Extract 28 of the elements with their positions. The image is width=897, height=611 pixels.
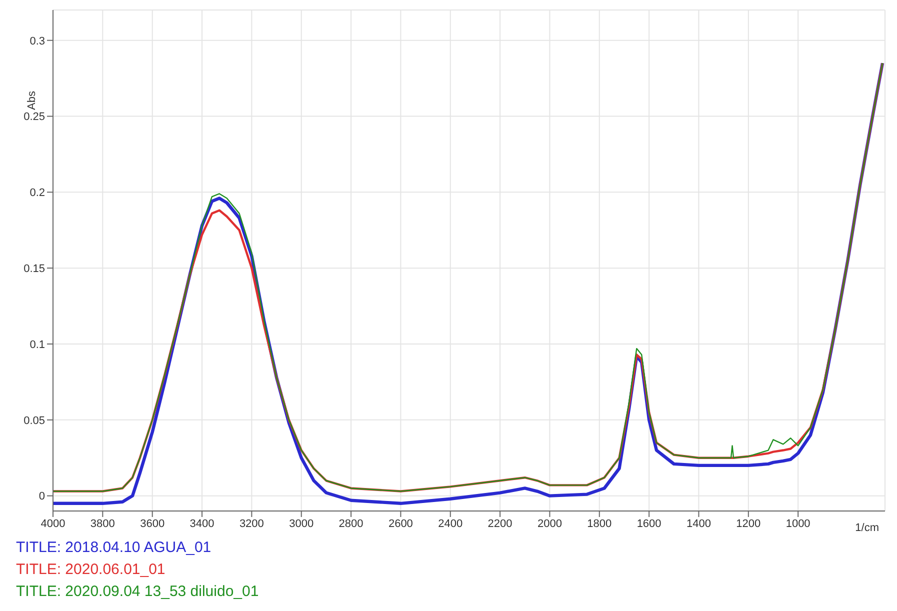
x-axis-title: 1/cm <box>855 522 879 534</box>
x-tick-label: 2000 <box>537 518 562 530</box>
x-tick-label: 1400 <box>686 518 711 530</box>
x-tick-label: 3600 <box>140 518 165 530</box>
y-tick-label: 0.25 <box>24 111 45 124</box>
text: TITLE: 2020.09.04 13_53 diluido_01 <box>16 582 260 602</box>
x-tick-label: 2400 <box>438 518 463 530</box>
x-tick-label: 1200 <box>736 518 761 530</box>
x-tick-label: 2200 <box>488 518 512 530</box>
y-axis-title: Abs <box>26 90 38 110</box>
y-tick-label: 0.15 <box>24 262 45 275</box>
x-tick-label: 2600 <box>388 518 413 530</box>
x-tick-label: 3000 <box>289 518 314 530</box>
x-tick-label: 4000 <box>40 518 66 530</box>
y-tick-label: 0.3 <box>30 35 45 48</box>
x-tick-label: 3200 <box>239 518 264 530</box>
y-tick-label: 0.05 <box>24 414 45 427</box>
text: TITLE: 2020.06.01_01 <box>16 560 166 580</box>
text: TITLE: 2018.04.10 AGUA_01 <box>16 538 212 558</box>
x-tick-label: 1000 <box>786 518 810 530</box>
x-tick-label: 2800 <box>338 518 364 530</box>
y-tick-label: 0.2 <box>30 187 45 200</box>
x-tick-label: 3800 <box>90 518 115 530</box>
x-tick-label: 1600 <box>636 518 662 530</box>
y-tick-label: 0.1 <box>30 338 45 351</box>
x-tick-label: 1800 <box>587 518 612 530</box>
y-tick-label: 0 <box>38 490 45 503</box>
x-tick-label: 3400 <box>190 518 214 530</box>
